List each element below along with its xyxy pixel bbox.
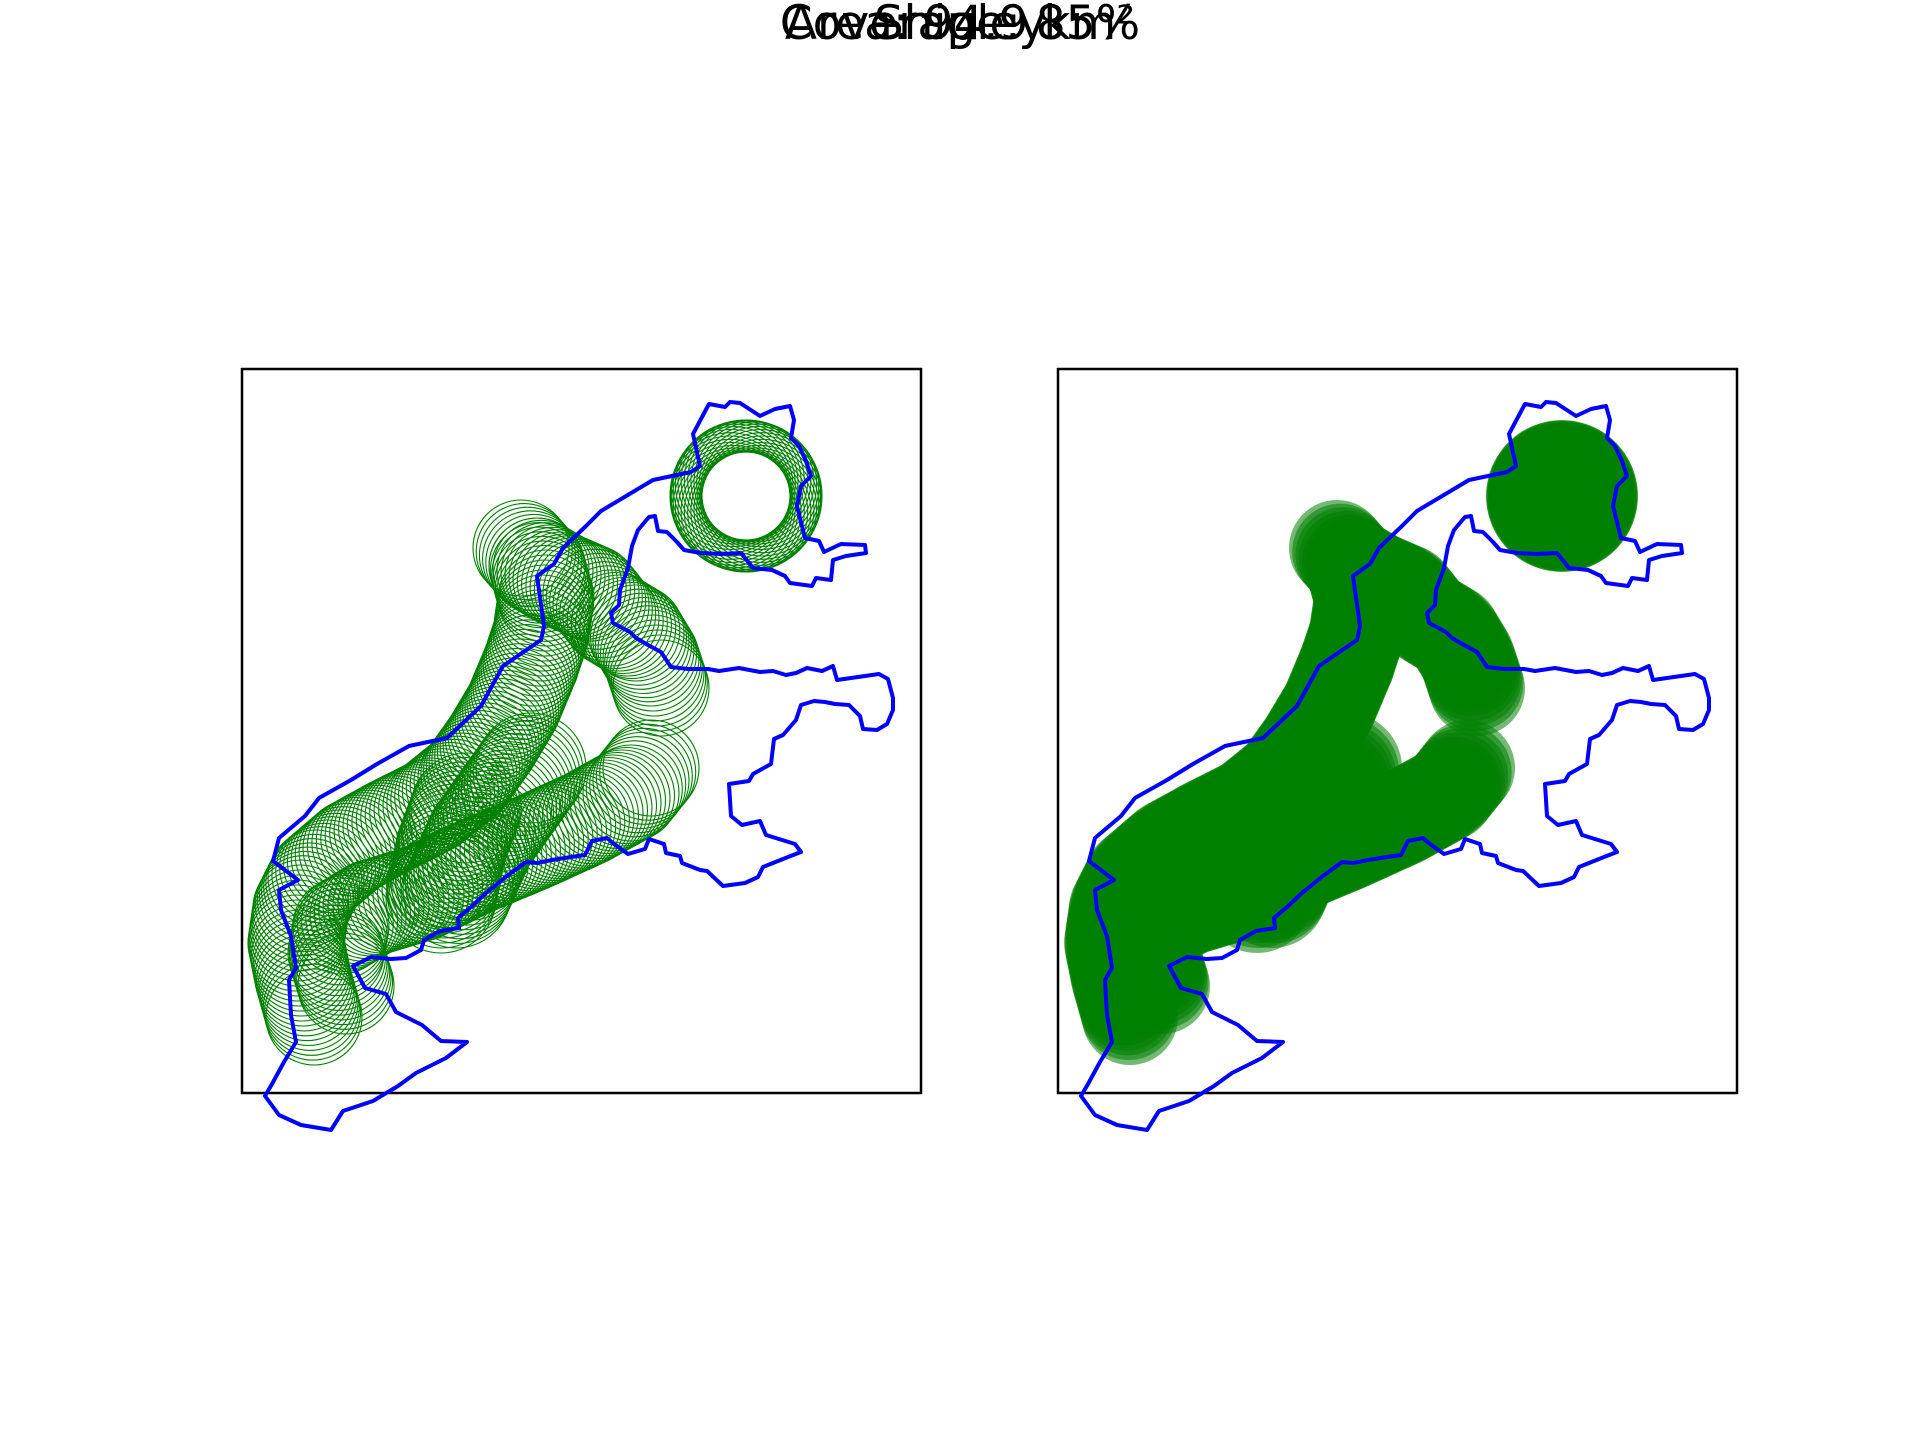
coverage-circle (589, 588, 688, 686)
coverage-circle (439, 698, 537, 796)
coverage-circle (592, 731, 690, 830)
coverage-circle (582, 744, 680, 842)
outline-coverage-map (240, 367, 923, 1132)
coverage-circle (466, 724, 578, 836)
coverage-circle (585, 740, 683, 838)
coverage-circle (417, 800, 529, 912)
coverage-circle (693, 421, 815, 543)
coverage-circle (294, 928, 392, 1026)
coverage-circle (533, 540, 631, 638)
map-title: Shipley (873, 0, 1047, 51)
coverage-circle (463, 728, 575, 841)
coverage-circle (1517, 432, 1638, 553)
coverage-circle (587, 584, 685, 682)
coverage-fill (1064, 420, 1638, 1065)
coverage-circle (690, 420, 812, 542)
coverage-circle (419, 796, 531, 908)
coverage-circle (443, 757, 555, 869)
coverage-circle (504, 526, 602, 624)
district-boundary (1079, 400, 1711, 1132)
coverage-circle (497, 549, 595, 647)
coverage-circle (425, 782, 537, 894)
coverage-circle (579, 579, 677, 677)
coverage-circle (610, 634, 708, 732)
area-label: Area: 94.9 km² (784, 0, 1136, 51)
coverage-circle (607, 624, 705, 722)
coverage-circle (296, 874, 394, 972)
coverage-circle (612, 639, 710, 737)
coverage-circle (583, 581, 681, 680)
coverage-circle (431, 774, 543, 886)
coverage-circle (468, 800, 566, 898)
coverage-circle (472, 716, 584, 828)
coverage-circle (550, 761, 649, 860)
coverage-circle (460, 733, 572, 845)
coverage-circle (594, 596, 693, 695)
coverage-circle (604, 614, 702, 712)
coverage-circle (448, 749, 561, 861)
coverage-circle (1429, 640, 1525, 736)
coverage-circle (521, 535, 619, 633)
coverage-circle (446, 753, 558, 865)
coverage-circle (589, 736, 687, 834)
coverage-circle (700, 428, 822, 551)
coverage-circle (674, 447, 796, 569)
coverage-circle (291, 882, 389, 980)
filled-coverage-map (1056, 367, 1739, 1132)
coverage-circle (672, 426, 794, 548)
coverage-circle (454, 741, 566, 853)
coverage-circle (434, 770, 546, 882)
district-boundary (263, 400, 895, 1132)
coverage-circle (701, 432, 823, 554)
coverage-circle (428, 778, 540, 890)
coverage-circle (472, 499, 570, 597)
coverage-circle (680, 450, 802, 572)
coverage-circle (469, 720, 581, 832)
coverage-circle (599, 723, 697, 821)
coverage-circles (247, 419, 823, 1066)
coverage-circle (683, 451, 805, 573)
coverage-circle (457, 737, 569, 849)
coverage-circle (609, 629, 707, 727)
coverage-circle (485, 513, 583, 611)
coverage-circle (529, 538, 627, 636)
coverage-circle (570, 574, 668, 672)
coverage-circle (696, 423, 818, 545)
coverage-circle (478, 506, 576, 604)
coverage-circle (451, 745, 564, 857)
coverage-circle (1419, 720, 1515, 816)
coverage-circle (437, 765, 549, 878)
coverage-circle (559, 756, 658, 855)
coverage-circle (559, 565, 657, 663)
coverage-circle (417, 729, 515, 827)
coverage-circle (602, 719, 700, 817)
coverage-circle (475, 712, 587, 824)
coverage-label: Coverage: 85% (779, 0, 1141, 51)
coverage-circle (440, 761, 552, 873)
coverage-circle (1292, 713, 1402, 823)
coverage-circle (599, 605, 698, 703)
coverage-circle (698, 426, 820, 548)
